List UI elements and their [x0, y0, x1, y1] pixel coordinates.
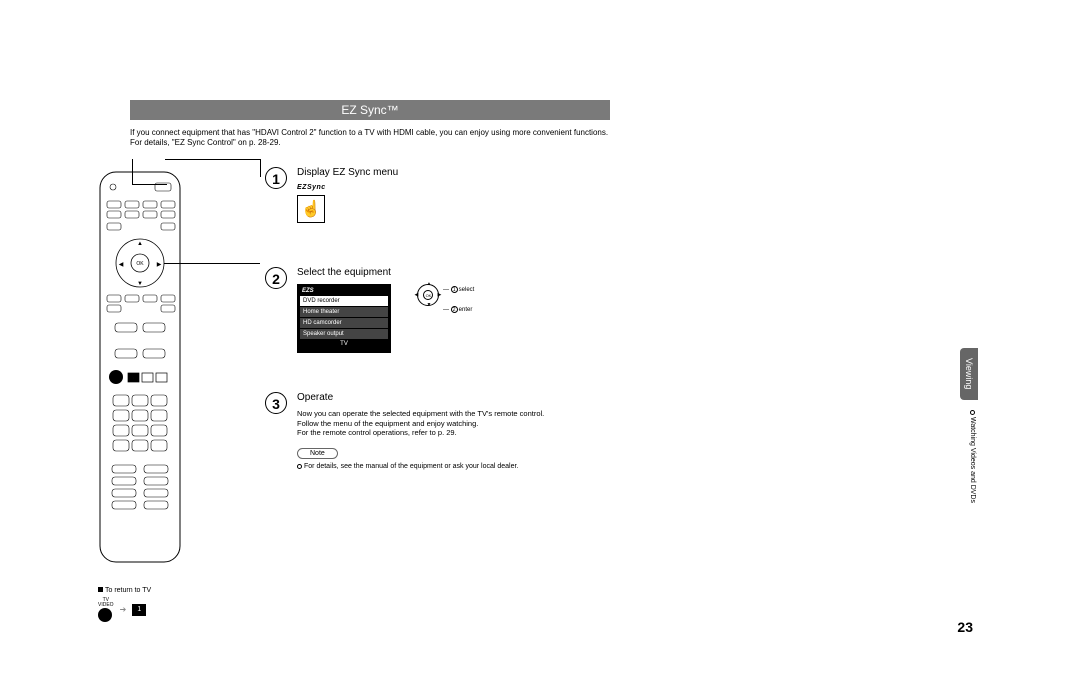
- input-1-button: 1: [132, 604, 146, 616]
- hint-enter: — 2enter: [443, 306, 472, 313]
- step-2: 2 Select the equipment EZS DVD recorder …: [265, 267, 610, 362]
- operate-text: For the remote control operations, refer…: [297, 428, 610, 438]
- svg-text:▼: ▼: [137, 281, 143, 287]
- intro-text: If you connect equipment that has "HDAVI…: [130, 128, 610, 149]
- svg-text:◀: ◀: [119, 262, 124, 268]
- page-number: 23: [957, 619, 973, 635]
- operate-text: Follow the menu of the equipment and enj…: [297, 419, 610, 429]
- menu-tv: TV: [300, 341, 388, 347]
- note-label: Note: [297, 448, 338, 459]
- svg-text:▶: ▶: [157, 262, 162, 268]
- side-tab: Viewing: [960, 348, 978, 400]
- menu-item: Speaker output: [300, 329, 388, 339]
- step-1: 1 Display EZ Sync menu EZSync ☝: [265, 167, 610, 237]
- step-number: 2: [265, 267, 287, 289]
- step-title: Display EZ Sync menu: [297, 167, 610, 178]
- menu-header: EZS: [300, 288, 388, 296]
- step-3: 3 Operate Now you can operate the select…: [265, 392, 610, 470]
- return-to-tv: To return to TV TV VIDEO ➔ 1: [98, 587, 151, 622]
- menu-item: Home theater: [300, 307, 388, 317]
- step-title: Select the equipment: [297, 267, 610, 278]
- step-title: Operate: [297, 392, 610, 403]
- remote-diagram: OK ▲ ▼ ◀ ▶ 1: [95, 167, 225, 567]
- arrow-icon: ➔: [120, 605, 127, 614]
- section-header: EZ Sync™: [130, 100, 610, 120]
- tv-video-button: [98, 608, 112, 622]
- equipment-menu: EZS DVD recorder Home theater HD camcord…: [297, 284, 391, 353]
- hint-select: — 1select: [443, 286, 474, 293]
- svg-text:▲: ▲: [137, 241, 143, 247]
- step-number: 1: [265, 167, 287, 189]
- note-text: For details, see the manual of the equip…: [297, 463, 610, 470]
- svg-text:OK: OK: [136, 261, 144, 267]
- side-subtitle: Watching Videos and DVDs: [969, 410, 976, 503]
- operate-text: Now you can operate the selected equipme…: [297, 409, 610, 419]
- menu-item: HD camcorder: [300, 318, 388, 328]
- step-number: 3: [265, 392, 287, 414]
- menu-item: DVD recorder: [300, 296, 388, 306]
- lead-line-2: [164, 263, 260, 264]
- dpad-small: OK ▲ ▼ ◀ ▶: [417, 284, 441, 308]
- press-icon: ☝: [297, 195, 325, 223]
- ezsync-logo: EZSync: [297, 184, 610, 191]
